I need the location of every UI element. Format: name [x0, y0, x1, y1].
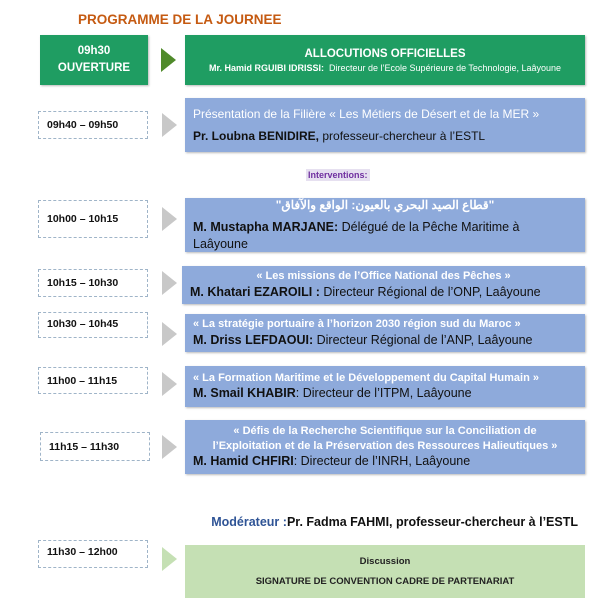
intervention-box: « La stratégie portuaire à l’horizon 203…	[185, 314, 585, 352]
intervention-topic: "قطاع الصيد البحري بالعيون: الواقع والآف…	[275, 198, 495, 213]
arrow-icon	[162, 322, 177, 346]
presentation-role: professeur-chercheur à l’ESTL	[319, 128, 486, 143]
intervention-speaker: M. Mustapha MARJANE:	[193, 220, 339, 235]
intervention-topic: « La stratégie portuaire à l’horizon 203…	[193, 318, 521, 331]
intervention-topic: « La Formation Maritime et le Développem…	[193, 371, 539, 384]
intervention-role: Directeur Régional de l’ANP, Laâyoune	[313, 332, 533, 347]
intervention-speaker: M. Driss LEFDAOUI:	[193, 332, 314, 347]
presentation-time: 09h40 – 09h50	[38, 111, 148, 139]
intervention-role: Directeur Régional de l’ONP, Laâyoune	[319, 284, 541, 299]
intervention-role: : Directeur de l’INRH, Laâyoune	[293, 454, 471, 469]
arrow-icon	[162, 271, 177, 295]
intervention-box: « Les missions de l’Office National des …	[182, 266, 585, 304]
opening-time: 09h30	[77, 44, 111, 57]
intervention-time: 10h00 – 10h15	[38, 200, 148, 238]
opening-speaker: Mr. Hamid RGUIBI IDRISSI:	[208, 62, 324, 73]
interventions-label: Interventions:	[306, 169, 370, 181]
closing-time: 11h30 – 12h00	[38, 540, 148, 568]
opening-heading: ALLOCUTIONS OFFICIELLES	[304, 47, 466, 60]
arrow-icon	[161, 48, 176, 72]
presentation-topic: Présentation de la Filière « Les Métiers…	[193, 107, 540, 122]
presentation-speaker: Pr. Loubna BENIDIRE,	[193, 128, 320, 143]
arrow-icon	[162, 435, 177, 459]
arrow-icon	[162, 207, 177, 231]
opening-label: OUVERTURE	[57, 62, 131, 74]
opening-content-box: ALLOCUTIONS OFFICIELLES Mr. Hamid RGUIBI…	[185, 35, 585, 85]
presentation-box: Présentation de la Filière « Les Métiers…	[185, 98, 585, 152]
intervention-speaker: M. Khatari EZAROILI :	[190, 284, 320, 299]
intervention-topic: « Défis de la Recherche Scientifique sur…	[212, 424, 558, 452]
intervention-role: Délégué de la Pêche Maritime à Laâyoune	[193, 220, 520, 252]
moderator-line: Modérateur :Pr. Fadma FAHMI, professeur-…	[211, 515, 578, 529]
arrow-icon	[162, 113, 177, 137]
intervention-time: 11h00 – 11h15	[38, 367, 148, 394]
page-title: PROGRAMME DE LA JOURNEE	[78, 12, 282, 27]
intervention-box: "قطاع الصيد البحري بالعيون: الواقع والآف…	[185, 198, 585, 252]
intervention-time: 11h15 – 11h30	[40, 432, 150, 461]
intervention-box: « Défis de la Recherche Scientifique sur…	[185, 420, 585, 474]
intervention-time: 10h30 – 10h45	[38, 312, 148, 338]
closing-discussion: Discussion	[359, 555, 411, 567]
moderator-label: Modérateur :	[211, 515, 287, 529]
moderator-name: Pr. Fadma FAHMI, professeur-chercheur à …	[286, 515, 578, 529]
intervention-time: 10h15 – 10h30	[38, 269, 148, 297]
intervention-speaker: M. Hamid CHFIRI	[193, 454, 294, 469]
arrow-icon	[162, 372, 177, 396]
intervention-topic: « Les missions de l’Office National des …	[256, 270, 511, 283]
opening-role: Directeur de l’Ecole Supérieure de Techn…	[329, 62, 562, 73]
intervention-role: : Directeur de l’ITPM, Laâyoune	[295, 386, 472, 401]
arrow-icon	[162, 547, 177, 571]
closing-box: Discussion SIGNATURE DE CONVENTION CADRE…	[185, 545, 585, 598]
closing-signature: SIGNATURE DE CONVENTION CADRE DE PARTENA…	[255, 576, 515, 588]
intervention-speaker: M. Smail KHABIR	[193, 386, 296, 401]
opening-time-box: 09h30 OUVERTURE	[40, 35, 148, 85]
intervention-box: « La Formation Maritime et le Développem…	[185, 366, 585, 407]
